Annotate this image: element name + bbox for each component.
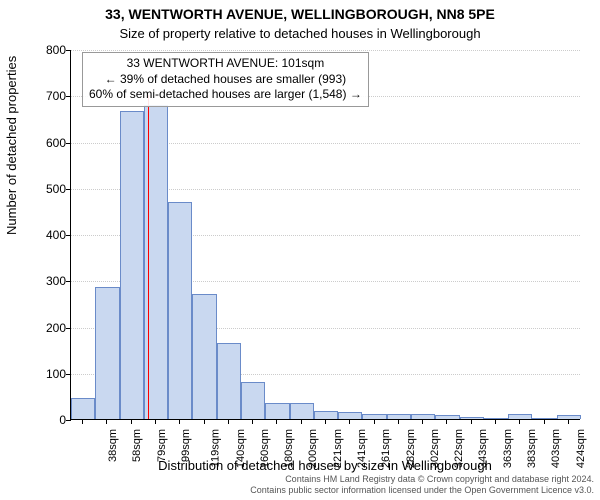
annotation-line2: ← 39% of detached houses are smaller (99… [89, 72, 362, 88]
chart-title: 33, WENTWORTH AVENUE, WELLINGBOROUGH, NN… [0, 6, 600, 22]
ytick-mark [66, 281, 71, 282]
xtick-mark [519, 419, 520, 424]
xtick-mark [155, 419, 156, 424]
histogram-bar [435, 415, 459, 419]
histogram-bar [314, 411, 338, 419]
xtick-label: 38sqm [107, 429, 119, 462]
credits-line1: Contains HM Land Registry data © Crown c… [250, 474, 594, 485]
histogram-bar [95, 287, 119, 419]
xtick-mark [446, 419, 447, 424]
xtick-mark [568, 419, 569, 424]
xtick-label: 99sqm [180, 429, 192, 462]
xtick-label: 221sqm [332, 429, 344, 468]
xtick-label: 302sqm [429, 429, 441, 468]
histogram-bar [71, 398, 95, 419]
ytick-mark [66, 143, 71, 144]
xtick-mark [228, 419, 229, 424]
histogram-bar [362, 414, 386, 419]
xtick-mark [495, 419, 496, 424]
xtick-mark [398, 419, 399, 424]
xtick-label: 383sqm [526, 429, 538, 468]
xtick-mark [179, 419, 180, 424]
histogram-bar [508, 414, 532, 419]
histogram-bar [217, 343, 241, 419]
ytick-label: 100 [26, 367, 66, 381]
histogram-bar [387, 414, 411, 419]
xtick-label: 180sqm [283, 429, 295, 468]
chart-subtitle: Size of property relative to detached ho… [0, 26, 600, 41]
credits-line2: Contains public sector information licen… [250, 485, 594, 496]
annotation-line3: 60% of semi-detached houses are larger (… [89, 87, 362, 103]
xtick-mark [544, 419, 545, 424]
xtick-mark [349, 419, 350, 424]
ytick-label: 300 [26, 274, 66, 288]
ytick-label: 700 [26, 89, 66, 103]
histogram-bar [241, 382, 265, 419]
ytick-mark [66, 374, 71, 375]
xtick-label: 79sqm [156, 429, 168, 462]
xtick-mark [276, 419, 277, 424]
xtick-mark [301, 419, 302, 424]
xtick-label: 200sqm [308, 429, 320, 468]
marker-annotation: 33 WENTWORTH AVENUE: 101sqm ← 39% of det… [82, 52, 369, 107]
histogram-bar [192, 294, 216, 419]
ytick-mark [66, 189, 71, 190]
histogram-bar [338, 412, 362, 419]
ytick-label: 200 [26, 321, 66, 335]
gridline [71, 50, 580, 51]
xtick-mark [325, 419, 326, 424]
histogram-bar [168, 202, 192, 419]
xtick-label: 322sqm [453, 429, 465, 468]
xtick-label: 241sqm [356, 429, 368, 468]
histogram-bar [120, 111, 144, 419]
xtick-label: 261sqm [380, 429, 392, 468]
xtick-label: 160sqm [259, 429, 271, 468]
xtick-label: 119sqm [210, 429, 222, 467]
credits: Contains HM Land Registry data © Crown c… [250, 474, 594, 496]
ytick-label: 400 [26, 228, 66, 242]
xtick-mark [471, 419, 472, 424]
ytick-label: 0 [26, 413, 66, 427]
ytick-label: 600 [26, 136, 66, 150]
ytick-label: 800 [26, 43, 66, 57]
xtick-label: 58sqm [131, 429, 143, 462]
ytick-mark [66, 328, 71, 329]
ytick-mark [66, 235, 71, 236]
annotation-line1: 33 WENTWORTH AVENUE: 101sqm [89, 56, 362, 72]
histogram-bar [411, 414, 435, 419]
xtick-label: 140sqm [235, 429, 247, 468]
histogram-bar [265, 403, 289, 419]
xtick-mark [106, 419, 107, 424]
xtick-label: 343sqm [478, 429, 490, 468]
xtick-label: 363sqm [502, 429, 514, 468]
histogram-bar [557, 415, 581, 419]
xtick-mark [204, 419, 205, 424]
histogram-bar [532, 418, 556, 419]
xtick-mark [374, 419, 375, 424]
xtick-label: 282sqm [405, 429, 417, 468]
marker-line [148, 95, 149, 419]
histogram-bar [460, 417, 484, 419]
xtick-label: 424sqm [575, 429, 587, 468]
ytick-label: 500 [26, 182, 66, 196]
xtick-mark [82, 419, 83, 424]
xtick-mark [131, 419, 132, 424]
y-axis-label: Number of detached properties [4, 56, 19, 235]
ytick-mark [66, 420, 71, 421]
xtick-mark [422, 419, 423, 424]
ytick-mark [66, 96, 71, 97]
ytick-mark [66, 50, 71, 51]
xtick-mark [252, 419, 253, 424]
xtick-label: 403sqm [550, 429, 562, 468]
histogram-bar [290, 403, 314, 419]
